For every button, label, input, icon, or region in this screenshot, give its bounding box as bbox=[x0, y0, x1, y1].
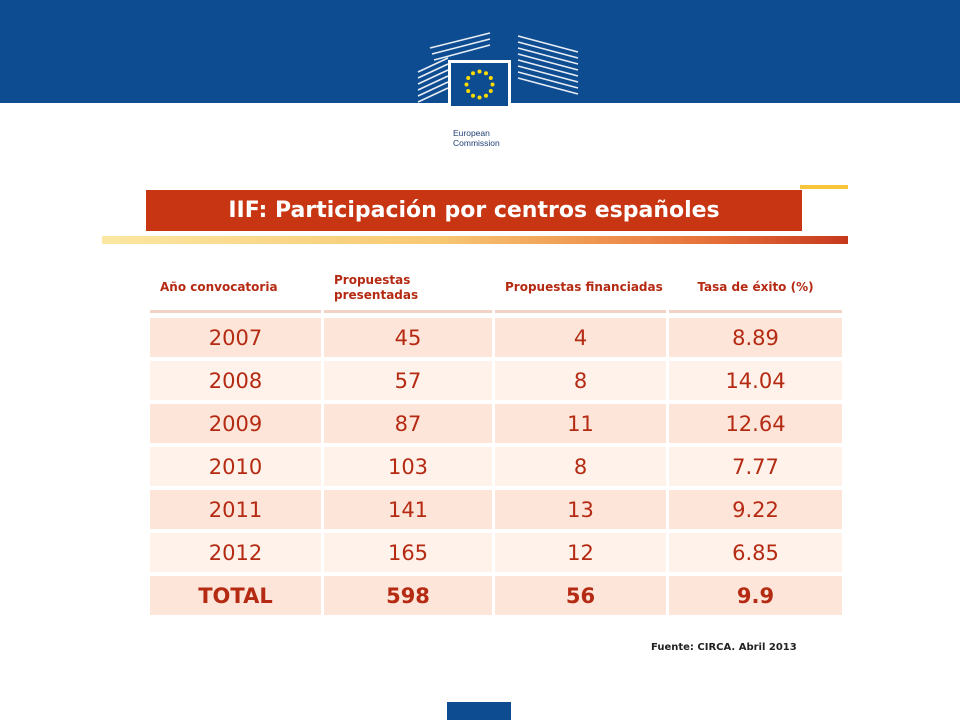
title-gradient-rule bbox=[102, 236, 848, 244]
cell-submitted: 141 bbox=[324, 490, 492, 529]
cell-success-rate: 9.22 bbox=[669, 490, 842, 529]
column-header-submitted: Propuestas presentadas bbox=[324, 265, 492, 313]
cell-submitted: 57 bbox=[324, 361, 492, 400]
table-row: 2007 45 4 8.89 bbox=[150, 318, 842, 357]
cell-success-rate: 12.64 bbox=[669, 404, 842, 443]
table-row: 2010 103 8 7.77 bbox=[150, 447, 842, 486]
cell-submitted: 165 bbox=[324, 533, 492, 572]
cell-success-rate: 14.04 bbox=[669, 361, 842, 400]
cell-funded: 12 bbox=[495, 533, 666, 572]
table-row: 2011 141 13 9.22 bbox=[150, 490, 842, 529]
cell-funded: 13 bbox=[495, 490, 666, 529]
cell-year: 2007 bbox=[150, 318, 321, 357]
table-total-row: TOTAL 598 56 9.9 bbox=[150, 576, 842, 615]
logo-line-commission: Commission bbox=[453, 138, 500, 148]
cell-year: 2011 bbox=[150, 490, 321, 529]
logo-line-european: European bbox=[453, 128, 490, 138]
slide-title: IIF: Participación por centros españoles bbox=[146, 190, 802, 231]
logo-text: European Commission bbox=[453, 128, 500, 148]
cell-total-success-rate: 9.9 bbox=[669, 576, 842, 615]
cell-year: 2009 bbox=[150, 404, 321, 443]
cell-funded: 11 bbox=[495, 404, 666, 443]
european-commission-logo: European Commission bbox=[400, 28, 580, 163]
cell-submitted: 87 bbox=[324, 404, 492, 443]
table-header-row: Año convocatoria Propuestas presentadas … bbox=[150, 265, 842, 313]
eu-flag-icon bbox=[451, 63, 508, 106]
cell-funded: 8 bbox=[495, 447, 666, 486]
logo-card: European Commission bbox=[448, 60, 511, 163]
column-header-funded: Propuestas financiadas bbox=[495, 265, 666, 313]
cell-funded: 8 bbox=[495, 361, 666, 400]
cell-funded: 4 bbox=[495, 318, 666, 357]
cell-year: 2008 bbox=[150, 361, 321, 400]
berlaymont-building-icon bbox=[417, 32, 579, 103]
cell-success-rate: 7.77 bbox=[669, 447, 842, 486]
column-header-year: Año convocatoria bbox=[150, 265, 321, 313]
table-row: 2012 165 12 6.85 bbox=[150, 533, 842, 572]
source-note: Fuente: CIRCA. Abril 2013 bbox=[651, 642, 797, 653]
footer-flag-tab bbox=[447, 702, 511, 720]
table-row: 2009 87 11 12.64 bbox=[150, 404, 842, 443]
cell-submitted: 45 bbox=[324, 318, 492, 357]
cell-submitted: 103 bbox=[324, 447, 492, 486]
cell-year: 2010 bbox=[150, 447, 321, 486]
title-accent-bar bbox=[800, 185, 848, 189]
cell-total-funded: 56 bbox=[495, 576, 666, 615]
cell-success-rate: 8.89 bbox=[669, 318, 842, 357]
cell-success-rate: 6.85 bbox=[669, 533, 842, 572]
table-row: 2008 57 8 14.04 bbox=[150, 361, 842, 400]
column-header-success-rate: Tasa de éxito (%) bbox=[669, 265, 842, 313]
cell-total-label: TOTAL bbox=[150, 576, 321, 615]
cell-total-submitted: 598 bbox=[324, 576, 492, 615]
cell-year: 2012 bbox=[150, 533, 321, 572]
